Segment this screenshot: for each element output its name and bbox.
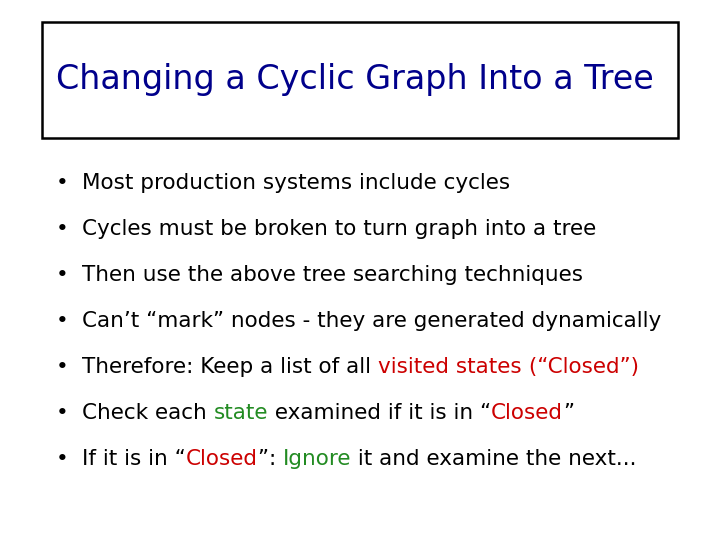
Text: •: • [55, 449, 68, 469]
Text: Closed: Closed [491, 403, 563, 423]
Text: examined if it is in “: examined if it is in “ [268, 403, 491, 423]
Text: •: • [55, 173, 68, 193]
Text: Ignore: Ignore [283, 449, 351, 469]
Text: •: • [55, 265, 68, 285]
Text: Then use the above tree searching techniques: Then use the above tree searching techni… [82, 265, 583, 285]
Text: If it is in “: If it is in “ [82, 449, 186, 469]
Text: •: • [55, 357, 68, 377]
Text: ”: ” [563, 403, 575, 423]
Text: •: • [55, 311, 68, 331]
Text: Therefore: Keep a list of all: Therefore: Keep a list of all [82, 357, 378, 377]
Text: Cycles must be broken to turn graph into a tree: Cycles must be broken to turn graph into… [82, 219, 596, 239]
Text: Most production systems include cycles: Most production systems include cycles [82, 173, 510, 193]
Text: ”:: ”: [258, 449, 283, 469]
Text: (“Closed”): (“Closed”) [521, 357, 639, 377]
Text: visited states: visited states [378, 357, 521, 377]
Text: Closed: Closed [186, 449, 258, 469]
Text: •: • [55, 403, 68, 423]
Text: Changing a Cyclic Graph Into a Tree: Changing a Cyclic Graph Into a Tree [56, 64, 654, 97]
Text: state: state [214, 403, 268, 423]
Text: it and examine the next...: it and examine the next... [351, 449, 637, 469]
Text: Can’t “mark” nodes - they are generated dynamically: Can’t “mark” nodes - they are generated … [82, 311, 661, 331]
Bar [42, 22, 678, 138]
Text: •: • [55, 219, 68, 239]
Text: Check each: Check each [82, 403, 214, 423]
